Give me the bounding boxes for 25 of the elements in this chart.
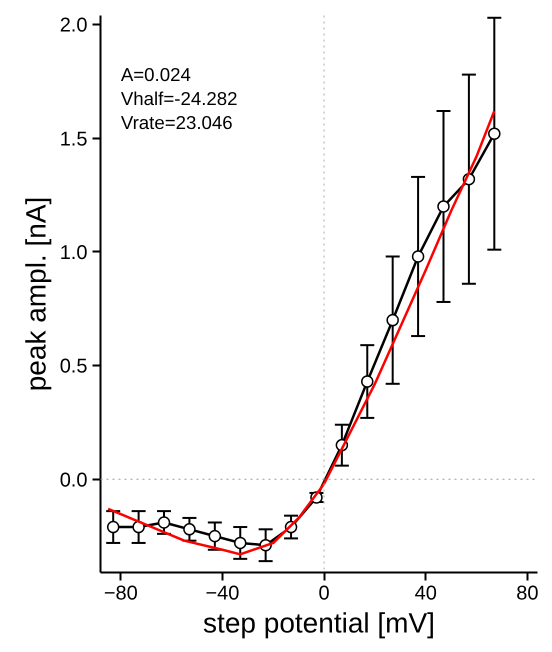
- point: [234, 536, 246, 550]
- x-tick-label: −40: [205, 582, 240, 604]
- x-tick-label: 0: [318, 582, 330, 604]
- x-axis-title: step potential [mV]: [203, 608, 435, 638]
- y-tick-label: 2.0: [60, 14, 88, 37]
- y-tick-label: 1.0: [60, 242, 88, 264]
- point: [437, 200, 450, 213]
- point: [361, 375, 374, 388]
- point: [208, 530, 222, 542]
- point: [386, 314, 399, 326]
- point: [183, 523, 196, 536]
- point: [158, 516, 170, 529]
- point: [488, 127, 501, 140]
- point: [106, 520, 120, 534]
- y-tick-label: 0.5: [60, 356, 88, 378]
- point: [412, 250, 424, 263]
- x-tick-label: 40: [414, 582, 437, 604]
- y-tick-label: 1.5: [60, 128, 88, 150]
- y-tick-label: 0.0: [60, 469, 88, 492]
- y-axis-title: peak ampl. [nA]: [20, 196, 52, 392]
- annotation: A=0.024: [120, 64, 191, 86]
- x-tick-label: −80: [104, 582, 138, 604]
- annotation: Vhalf=-24.282: [120, 88, 238, 109]
- annotation: Vrate=23.046: [120, 112, 233, 133]
- x-tick-label: 80: [516, 582, 538, 604]
